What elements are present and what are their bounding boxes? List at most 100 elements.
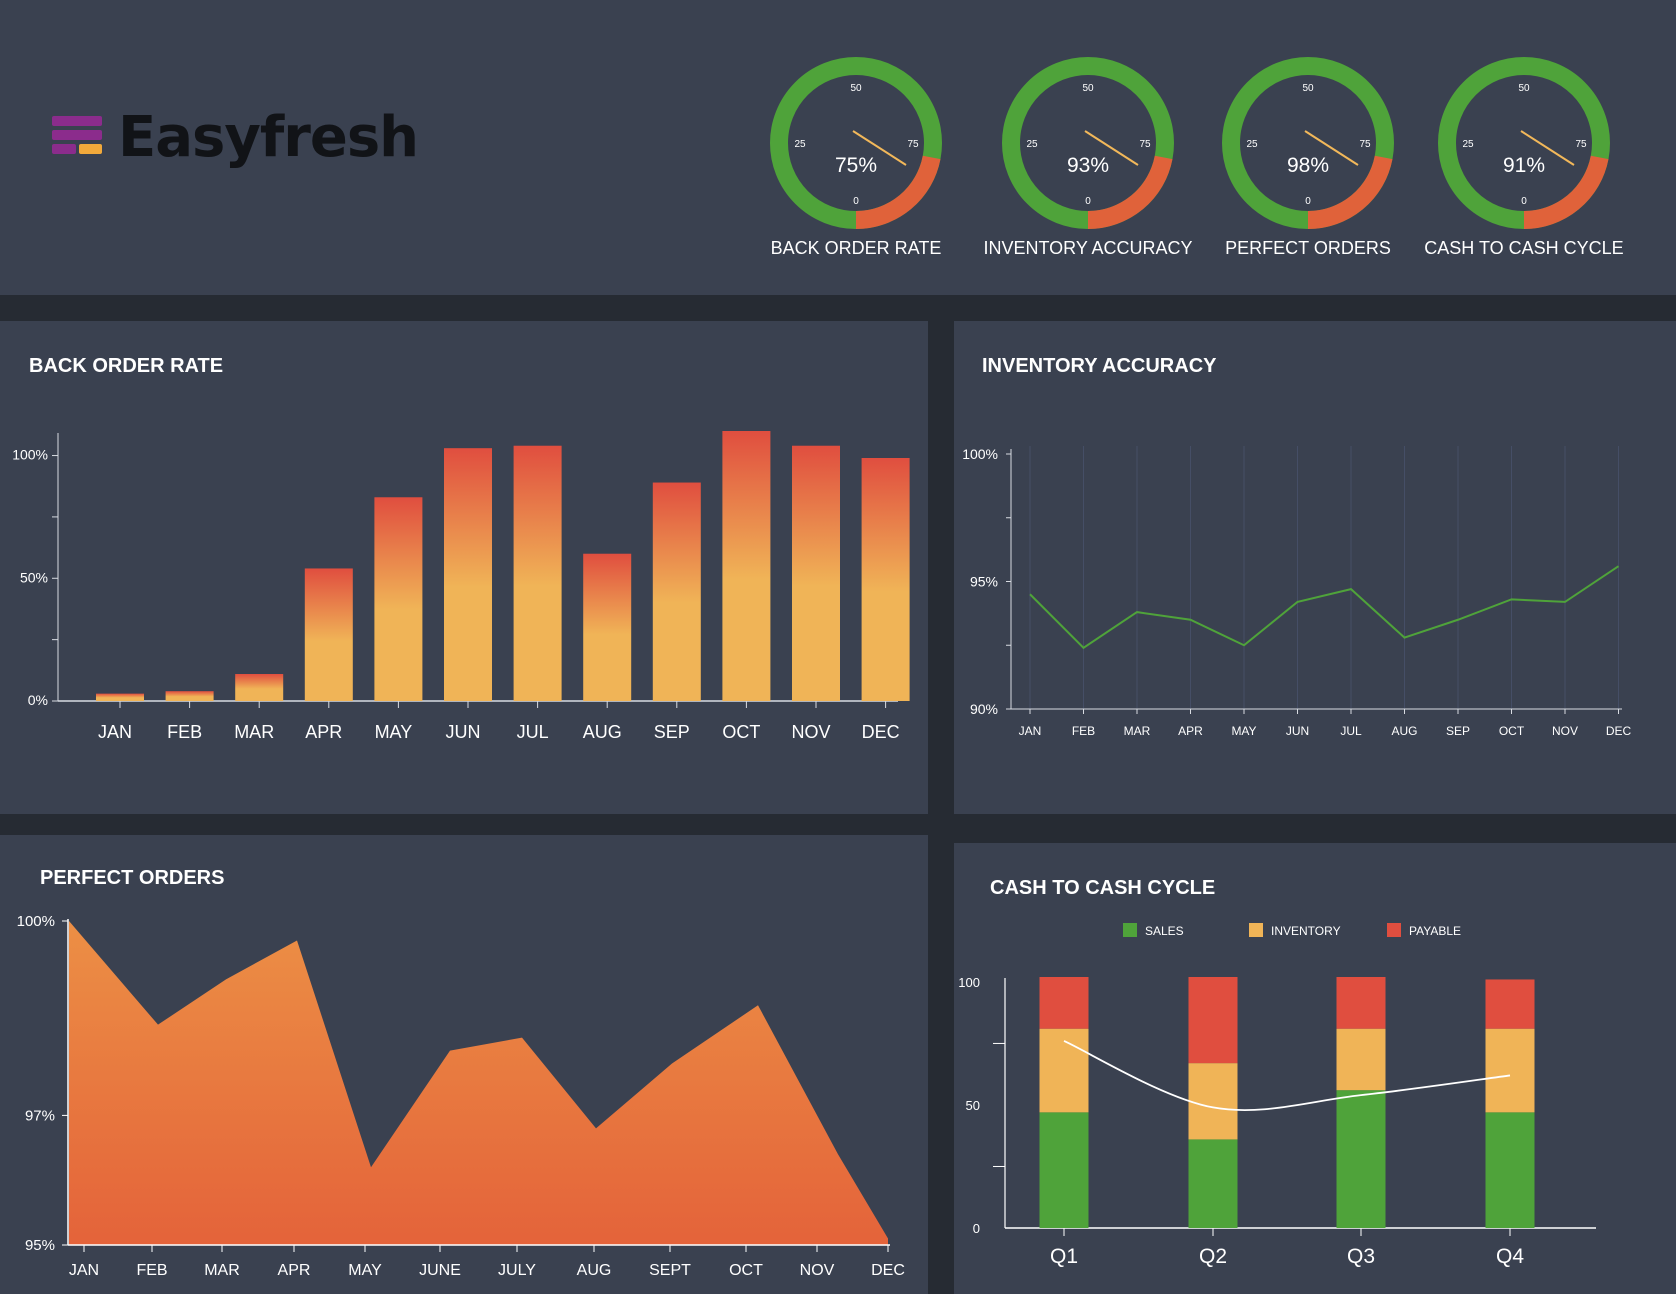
x-tick-label: SEP: [654, 722, 690, 742]
cash-to-cash-title: CASH TO CASH CYCLE: [990, 877, 1216, 899]
bar-q3-payable: [1336, 977, 1386, 1029]
x-tick-label: APR: [278, 1262, 311, 1279]
y-tick-label: 95%: [25, 1237, 55, 1254]
gauge-warning-segment: [1087, 155, 1173, 229]
perfect-orders-panel: PERFECT ORDERS 95% 97% 100% JAN FEB MAR APR MAY…: [0, 835, 928, 1294]
bar-q4-payable: [1485, 979, 1535, 1029]
bar-q1-sales: [1039, 1112, 1089, 1228]
gauge-dial: 0 25 50 75 93%: [1002, 57, 1174, 229]
gauge-tick-label: 50: [1302, 83, 1314, 94]
gauge-dial: 0 25 50 75 75%: [770, 57, 942, 229]
y-tick-label: 100%: [12, 447, 48, 463]
gauge-warning-segment: [1307, 155, 1393, 229]
x-tick-label: SEPT: [649, 1262, 691, 1279]
y-tick-label: 97%: [25, 1107, 55, 1124]
x-tick-label: JUL: [517, 722, 549, 742]
gauge-tick-label: 25: [794, 139, 806, 150]
header: Easyfresh 0 25 50 75 75% BACK ORDER RATE 0 25 50…: [0, 0, 1676, 295]
x-tick-label: JUNE: [419, 1262, 461, 1279]
y-tick-label: 0%: [28, 692, 48, 708]
legend-swatch-payable: [1387, 923, 1401, 937]
y-tick-label: 90%: [970, 701, 998, 717]
inventory-accuracy-line: [1029, 565, 1620, 650]
gauge-needle: [1084, 130, 1139, 166]
bar-q4-sales: [1485, 1112, 1535, 1228]
gauge-tick-label: 0: [1085, 196, 1091, 207]
bar-sep: [652, 482, 701, 701]
x-tick-label: OCT: [729, 1262, 763, 1279]
gauge-perfect-orders: 0 25 50 75 98% PERFECT ORDERS: [1193, 46, 1423, 286]
bar-nov: [792, 445, 840, 701]
gauge-tick-label: 75: [907, 139, 919, 150]
x-tick-label: MAY: [348, 1262, 382, 1279]
inventory-accuracy-title: INVENTORY ACCURACY: [982, 355, 1217, 377]
gauge-tick-label: 50: [1082, 83, 1094, 94]
legend-swatch-inventory: [1249, 923, 1263, 937]
bar-mar: [235, 674, 284, 701]
x-tick-label: AUG: [1391, 724, 1417, 738]
x-tick-label: OCT: [1499, 724, 1525, 738]
trend-line: [1063, 1040, 1511, 1112]
gauge-tick-label: 0: [1305, 196, 1311, 207]
bar-aug: [583, 553, 632, 701]
cash-to-cash-chart: SALES INVENTORY PAYABLE 0 50 100 Q1 Q2 Q3 Q4: [958, 923, 1596, 1268]
perfect-orders-chart: 95% 97% 100% JAN FEB MAR APR MAY JUNE JULY AUG SEPT…: [17, 913, 905, 1279]
bar-jun: [444, 448, 492, 701]
bar-q2-inventory: [1188, 1063, 1238, 1140]
gauge-tick-label: 75: [1575, 139, 1587, 150]
bar-q1-payable: [1039, 977, 1089, 1029]
x-tick-label: FEB: [1072, 724, 1095, 738]
gauge-value: 98%: [1287, 154, 1329, 177]
x-tick-label: DEC: [862, 722, 900, 742]
x-tick-label: FEB: [136, 1262, 167, 1279]
gauge-label: BACK ORDER RATE: [770, 238, 942, 258]
gauge-label: PERFECT ORDERS: [1225, 238, 1391, 258]
x-tick-label: Q4: [1496, 1245, 1524, 1268]
x-tick-label: DEC: [871, 1262, 905, 1279]
bar-oct: [722, 431, 771, 701]
x-tick-label: Q1: [1050, 1245, 1078, 1268]
x-tick-label: SEP: [1446, 724, 1470, 738]
legend-swatch-sales: [1123, 923, 1137, 937]
bar-q4-inventory: [1485, 1028, 1535, 1113]
x-tick-label: JAN: [69, 1262, 99, 1279]
bar-q2-payable: [1188, 977, 1238, 1064]
x-tick-label: NOV: [791, 722, 830, 742]
x-tick-label: NOV: [1552, 724, 1578, 738]
gauge-tick-label: 25: [1462, 139, 1474, 150]
x-tick-label: APR: [1178, 724, 1203, 738]
bar-jul: [513, 445, 562, 701]
y-tick-label: 100: [958, 975, 980, 990]
gauge-tick-label: 50: [1518, 83, 1530, 94]
gauge-warning-segment: [1523, 155, 1609, 229]
bar-may: [374, 497, 423, 701]
x-tick-label: MAR: [1124, 724, 1151, 738]
x-tick-label: MAR: [234, 722, 274, 742]
gauge-label: CASH TO CASH CYCLE: [1424, 238, 1624, 258]
x-tick-label: JAN: [98, 722, 132, 742]
x-tick-label: APR: [305, 722, 342, 742]
x-tick-label: DEC: [1606, 724, 1632, 738]
x-tick-label: JUL: [1340, 724, 1362, 738]
x-tick-label: JAN: [1019, 724, 1042, 738]
gauge-value: 91%: [1503, 154, 1545, 177]
cash-to-cash-panel: CASH TO CASH CYCLE SALES INVENTORY PAYABLE…: [954, 843, 1676, 1294]
x-tick-label: MAY: [1231, 724, 1256, 738]
legend-label: INVENTORY: [1271, 924, 1341, 938]
gauge-tick-label: 0: [1521, 196, 1527, 207]
bar-dec: [861, 458, 910, 701]
x-tick-label: AUG: [583, 722, 622, 742]
bar-apr: [304, 568, 353, 701]
x-tick-label: AUG: [577, 1262, 612, 1279]
gauge-back-order-rate: 0 25 50 75 75% BACK ORDER RATE: [741, 46, 971, 286]
legend-label: SALES: [1145, 924, 1184, 938]
back-order-rate-title: BACK ORDER RATE: [29, 355, 224, 377]
gauge-tick-label: 25: [1246, 139, 1258, 150]
gauge-warning-segment: [855, 155, 941, 229]
bar-jan: [96, 693, 144, 701]
inventory-accuracy-panel: INVENTORY ACCURACY 90% 95% 100% JAN FEB MAR AP…: [954, 321, 1676, 814]
back-order-rate-panel: BACK ORDER RATE 0% 50% 100% JAN FEB MAR APR MAY…: [0, 321, 928, 814]
gauge-label: INVENTORY ACCURACY: [983, 238, 1193, 258]
x-tick-label: JULY: [498, 1262, 536, 1279]
gauge-tick-label: 75: [1359, 139, 1371, 150]
